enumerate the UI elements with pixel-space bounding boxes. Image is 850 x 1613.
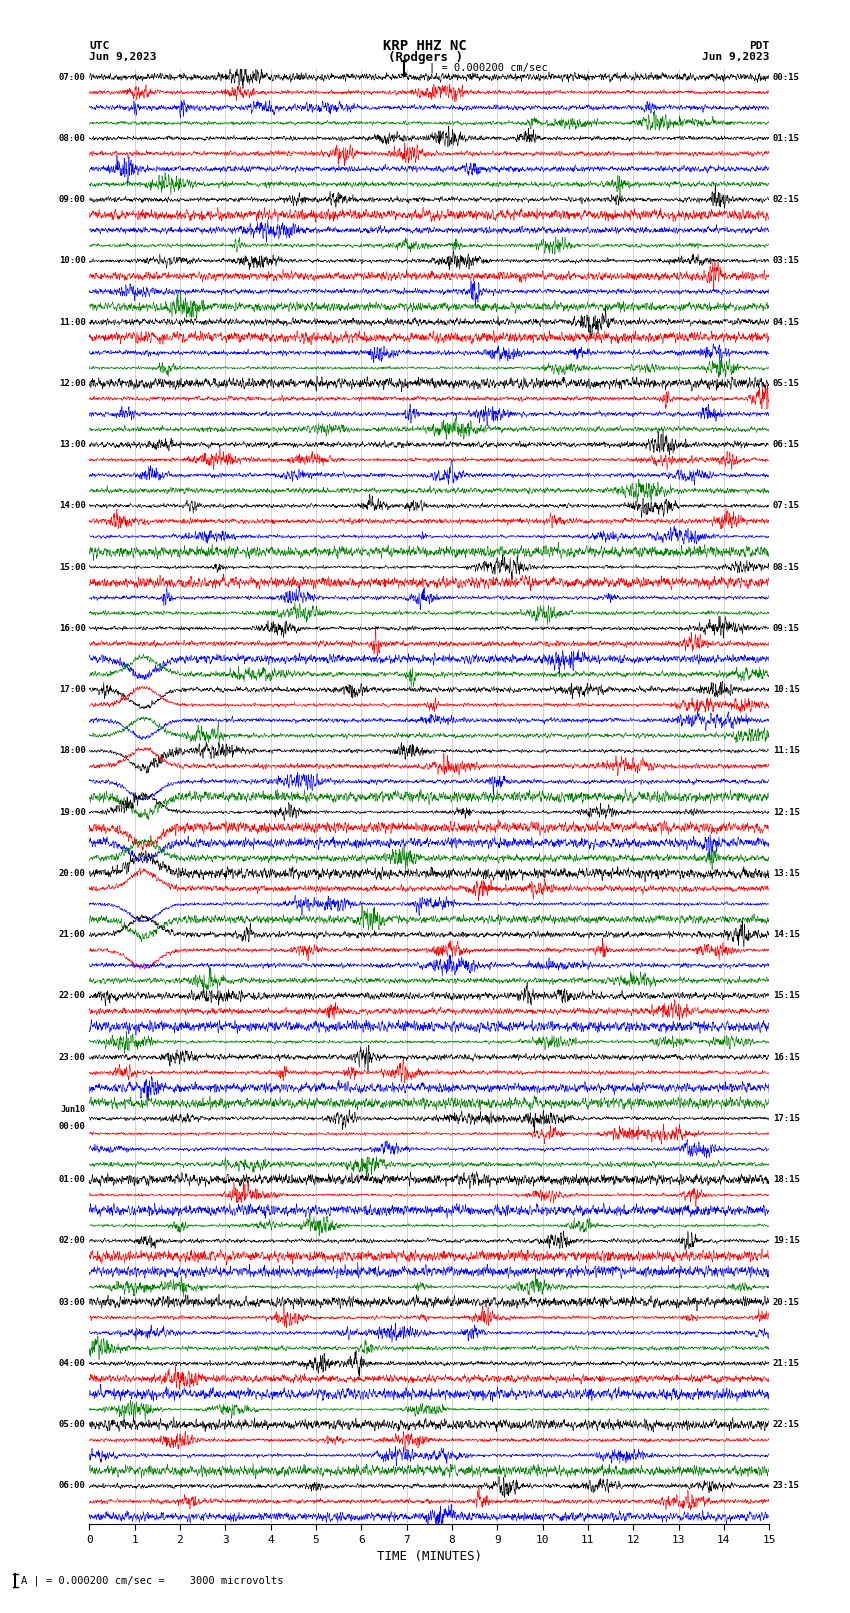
Text: 15:15: 15:15	[773, 992, 800, 1000]
Text: 09:15: 09:15	[773, 624, 800, 632]
Text: 08:15: 08:15	[773, 563, 800, 571]
Text: 20:00: 20:00	[59, 869, 86, 877]
Text: 05:15: 05:15	[773, 379, 800, 387]
Text: 02:00: 02:00	[59, 1237, 86, 1245]
Text: 01:00: 01:00	[59, 1176, 86, 1184]
Text: 15:00: 15:00	[59, 563, 86, 571]
Text: 07:15: 07:15	[773, 502, 800, 510]
Text: 06:00: 06:00	[59, 1481, 86, 1490]
Text: 11:00: 11:00	[59, 318, 86, 326]
Text: Jun 9,2023: Jun 9,2023	[702, 52, 769, 63]
Text: 03:15: 03:15	[773, 256, 800, 265]
Text: 17:00: 17:00	[59, 686, 86, 694]
Text: 13:00: 13:00	[59, 440, 86, 448]
Text: 00:15: 00:15	[773, 73, 800, 82]
Text: (Rodgers ): (Rodgers )	[388, 50, 462, 65]
Text: 16:00: 16:00	[59, 624, 86, 632]
Text: 16:15: 16:15	[773, 1053, 800, 1061]
Text: 21:00: 21:00	[59, 931, 86, 939]
Text: 09:00: 09:00	[59, 195, 86, 203]
Text: 05:00: 05:00	[59, 1419, 86, 1429]
Text: 01:15: 01:15	[773, 134, 800, 144]
Text: 03:00: 03:00	[59, 1298, 86, 1307]
Text: 18:00: 18:00	[59, 747, 86, 755]
Text: 11:15: 11:15	[773, 747, 800, 755]
Text: 18:15: 18:15	[773, 1176, 800, 1184]
X-axis label: TIME (MINUTES): TIME (MINUTES)	[377, 1550, 482, 1563]
Text: 12:00: 12:00	[59, 379, 86, 387]
Text: PDT: PDT	[749, 40, 769, 52]
Text: 23:15: 23:15	[773, 1481, 800, 1490]
Text: 00:00: 00:00	[59, 1123, 86, 1131]
Text: 14:15: 14:15	[773, 931, 800, 939]
Text: 13:15: 13:15	[773, 869, 800, 877]
Text: 12:15: 12:15	[773, 808, 800, 816]
Text: 22:15: 22:15	[773, 1419, 800, 1429]
Text: 19:00: 19:00	[59, 808, 86, 816]
Text: 10:15: 10:15	[773, 686, 800, 694]
Text: 04:15: 04:15	[773, 318, 800, 326]
Text: UTC: UTC	[89, 40, 110, 52]
Text: 07:00: 07:00	[59, 73, 86, 82]
Text: | = 0.000200 cm/sec: | = 0.000200 cm/sec	[429, 63, 548, 73]
Text: 14:00: 14:00	[59, 502, 86, 510]
Text: 22:00: 22:00	[59, 992, 86, 1000]
Text: 04:00: 04:00	[59, 1360, 86, 1368]
Text: 21:15: 21:15	[773, 1360, 800, 1368]
Text: 06:15: 06:15	[773, 440, 800, 448]
Text: A | = 0.000200 cm/sec =    3000 microvolts: A | = 0.000200 cm/sec = 3000 microvolts	[21, 1576, 284, 1586]
Text: 10:00: 10:00	[59, 256, 86, 265]
Text: 02:15: 02:15	[773, 195, 800, 203]
Text: 17:15: 17:15	[773, 1115, 800, 1123]
Text: Jun 9,2023: Jun 9,2023	[89, 52, 156, 63]
Text: 19:15: 19:15	[773, 1237, 800, 1245]
Text: 23:00: 23:00	[59, 1053, 86, 1061]
Text: Jun10: Jun10	[61, 1105, 86, 1115]
Text: 08:00: 08:00	[59, 134, 86, 144]
Text: 20:15: 20:15	[773, 1298, 800, 1307]
Text: KRP HHZ NC: KRP HHZ NC	[383, 39, 467, 53]
